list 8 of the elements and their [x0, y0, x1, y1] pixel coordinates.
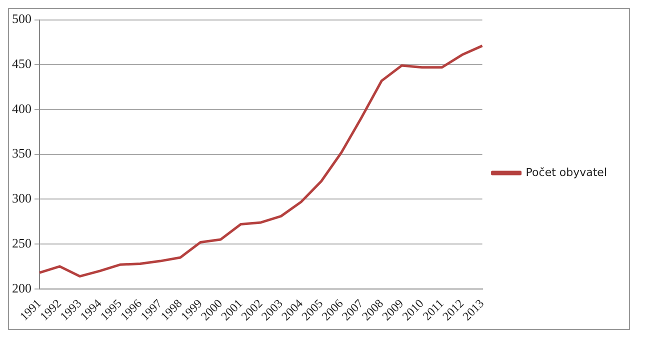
y-tick-label: 500: [12, 11, 32, 26]
legend-label: Počet obyvatel: [526, 166, 608, 179]
y-tick-label: 400: [12, 100, 32, 116]
y-tick-label: 450: [12, 56, 32, 72]
y-tick-label: 300: [12, 190, 32, 206]
y-tick-label: 350: [12, 146, 32, 161]
y-tick-label: 250: [12, 235, 32, 250]
y-tick-label: 200: [12, 280, 32, 296]
